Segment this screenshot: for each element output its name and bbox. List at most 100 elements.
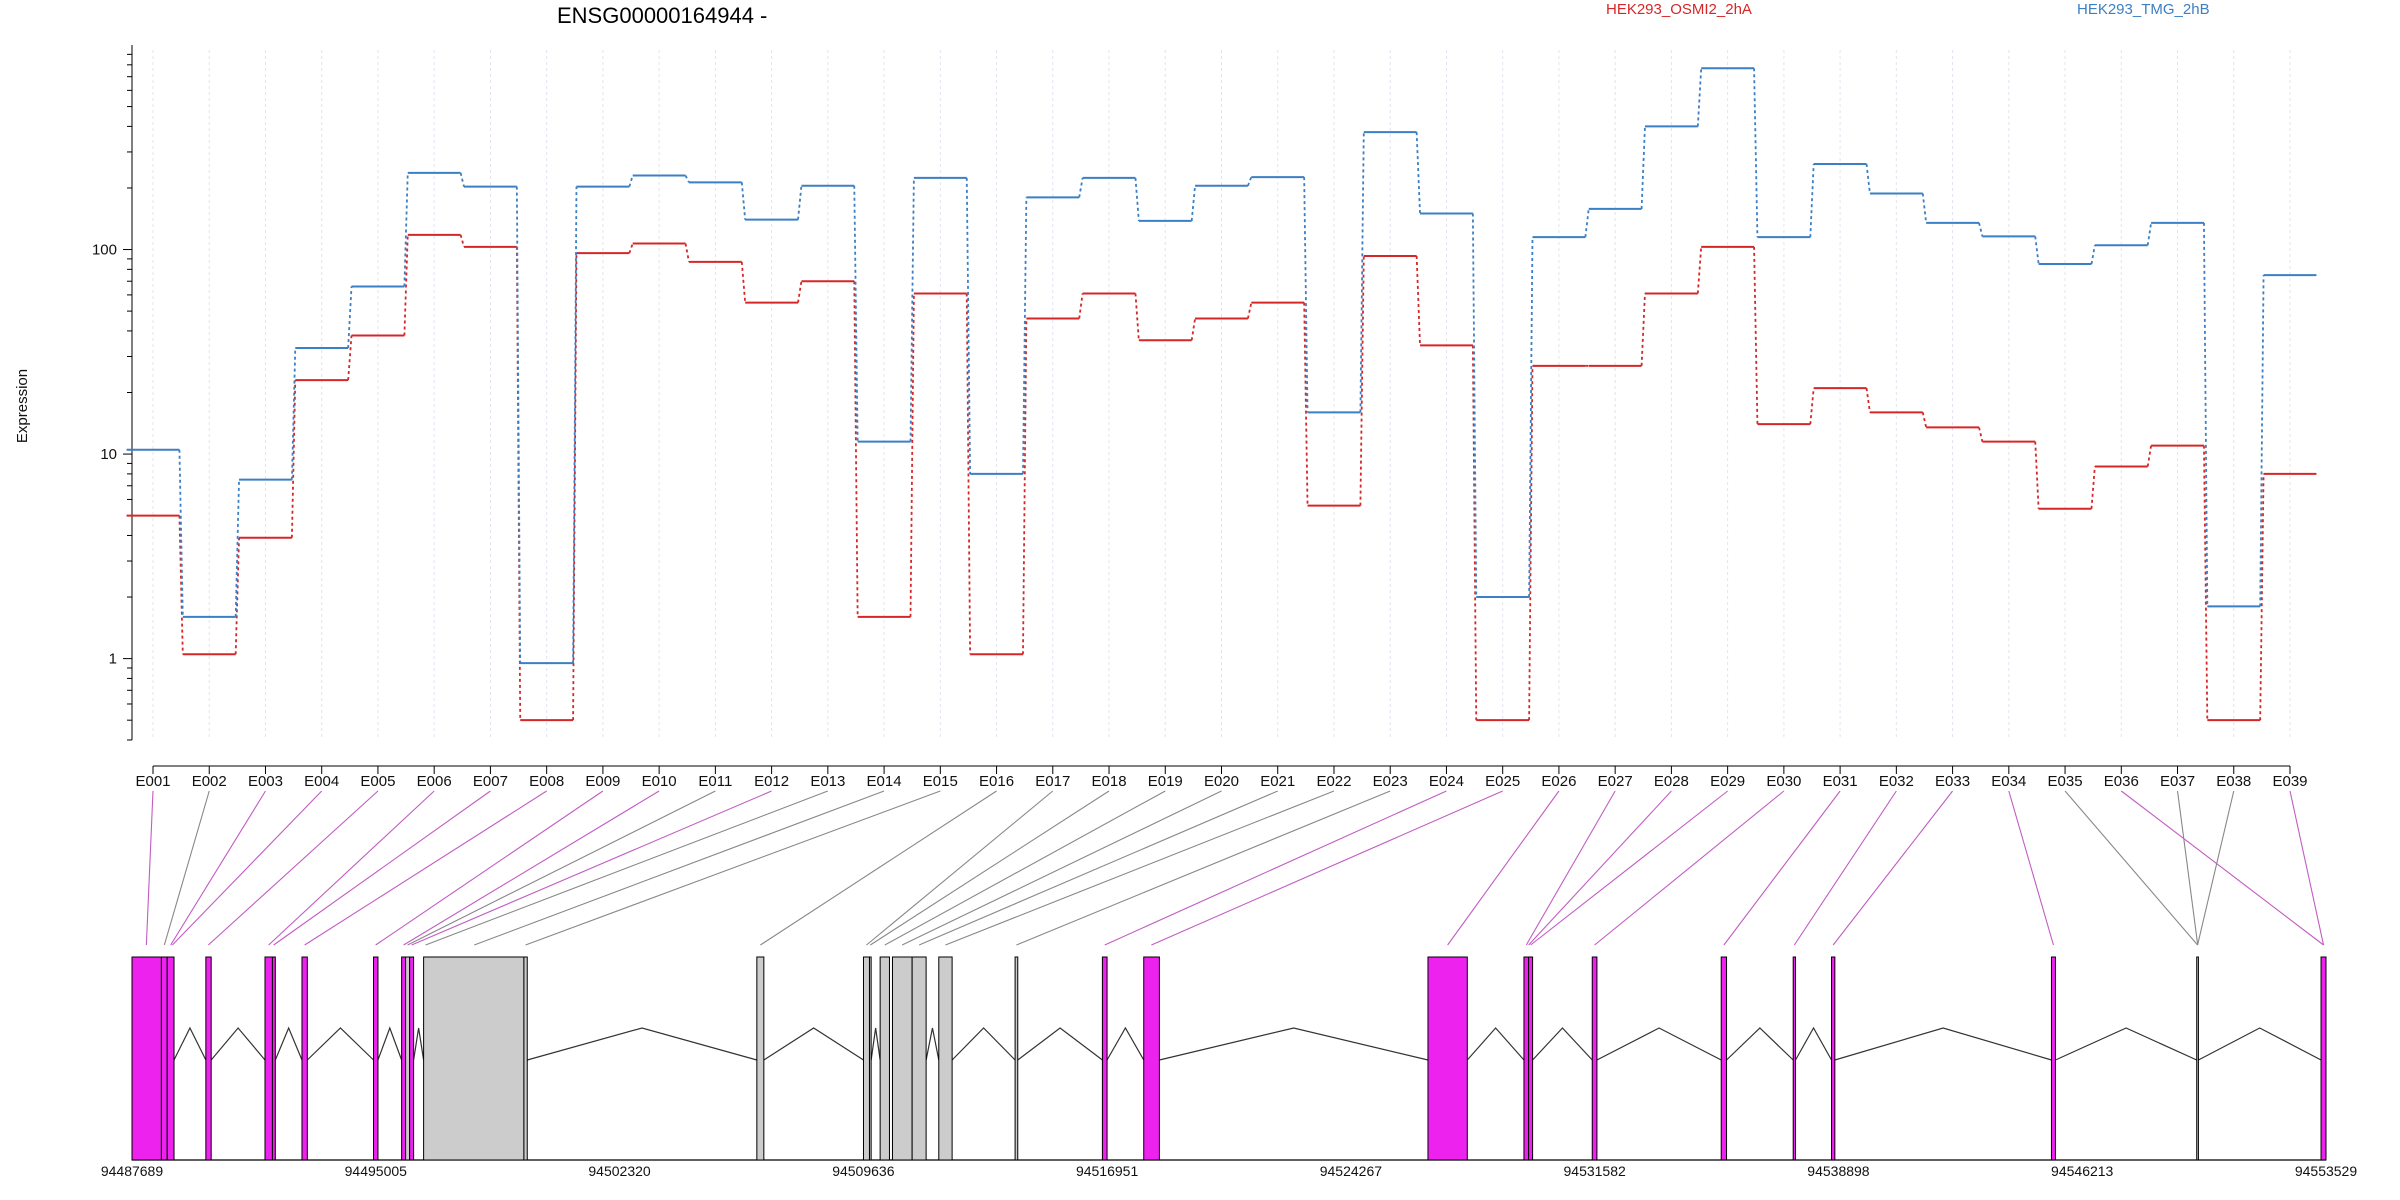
connector (1415, 132, 1421, 214)
exon-bin-label: E021 (1260, 773, 1295, 790)
exon-bin-label: E036 (2104, 773, 2139, 790)
connector (1978, 427, 1984, 442)
legend-series-b: HEK293_TMG_2hB (2077, 1, 2210, 18)
exon-block (166, 956, 175, 1161)
exon-block (2050, 956, 2056, 1161)
series-b (126, 67, 2317, 665)
coordinate-label: 94495005 (345, 1163, 408, 1179)
exon-block (409, 956, 415, 1161)
intron (1532, 1027, 1593, 1061)
exon-link (945, 790, 1335, 946)
exon-bin-label: E035 (2048, 773, 2083, 790)
connector (1921, 412, 1928, 428)
intron (1159, 1027, 1429, 1061)
exon-block (879, 956, 890, 1161)
y-tick-label: 10 (100, 446, 117, 463)
exon-bin-label: E017 (1035, 773, 1070, 790)
coordinate-label: 94509636 (832, 1163, 895, 1179)
coordinate-label: 94502320 (588, 1163, 651, 1179)
exon-link (403, 790, 660, 946)
intron (527, 1027, 758, 1061)
exon-block (264, 956, 273, 1161)
coordinate-label: 94546213 (2051, 1163, 2114, 1179)
connector (2203, 222, 2209, 607)
connector (2090, 245, 2096, 265)
exon-bin-label: E007 (473, 773, 508, 790)
exon-link (1528, 790, 1672, 946)
connector (1190, 318, 1196, 341)
exon-block (911, 956, 927, 1161)
connector (178, 515, 184, 655)
exon-bin-label: E038 (2216, 773, 2251, 790)
coordinate-label: 94516951 (1076, 1163, 1139, 1179)
intron (2055, 1027, 2197, 1061)
exon-link (2120, 790, 2324, 946)
exon-block (131, 956, 162, 1161)
intron (925, 1027, 940, 1061)
connector (909, 293, 915, 617)
exon-block (756, 956, 765, 1161)
intron (1466, 1027, 1525, 1061)
exon-link (1016, 790, 1391, 946)
exon-block (160, 956, 168, 1161)
connector (1865, 163, 1871, 194)
exon-block (2196, 956, 2199, 1161)
coordinate-label: 94531582 (1564, 1163, 1627, 1179)
exon-block (271, 956, 276, 1161)
exon-bin-label: E008 (529, 773, 564, 790)
exon-bin-label: E031 (1823, 773, 1858, 790)
exon-link (407, 790, 716, 946)
exon-block (1528, 956, 1534, 1161)
connector (853, 185, 859, 442)
exon-block (1792, 956, 1797, 1161)
exon-bin-label: E003 (248, 773, 283, 790)
exon-block (405, 956, 411, 1161)
exon-link (375, 790, 604, 946)
exon-block (1591, 956, 1598, 1161)
exon-block (862, 956, 870, 1161)
exon-link (207, 790, 379, 946)
exon-block (301, 956, 308, 1161)
exon-bin-label: E025 (1485, 773, 1520, 790)
exon-block (1720, 956, 1728, 1161)
exon-link (1530, 790, 1728, 946)
connector (2034, 441, 2040, 509)
exon-link (525, 790, 941, 946)
coordinate-label: 94553529 (2295, 1163, 2358, 1179)
connector (628, 175, 634, 187)
connector (1078, 177, 1084, 198)
exon-link (2197, 790, 2235, 946)
exon-link (411, 790, 772, 946)
exon-block (2320, 956, 2327, 1161)
connector (1865, 388, 1871, 413)
coordinate-label: 94538898 (1807, 1163, 1870, 1179)
connector (1753, 246, 1759, 425)
connector (347, 335, 353, 381)
intron (1106, 1026, 1145, 1061)
vertical-grid (152, 50, 2291, 740)
exon-bin-label: E016 (979, 773, 1014, 790)
exon-block (205, 956, 212, 1161)
exon-bin-label: E024 (1429, 773, 1464, 790)
intron (870, 1027, 881, 1061)
exon-link (1723, 790, 1841, 946)
chart-title: ENSG00000164944 - (557, 3, 767, 28)
exon-link (170, 790, 266, 946)
exon-link (474, 790, 885, 946)
intron (1726, 1027, 1794, 1061)
connector (797, 281, 803, 303)
exon-block (1427, 956, 1468, 1161)
exon-block (1523, 956, 1530, 1161)
connector (740, 182, 747, 220)
connector (291, 380, 297, 538)
exon-link (171, 790, 323, 946)
connector (1809, 388, 1815, 425)
exon-link (145, 790, 154, 946)
exon-link (304, 790, 547, 946)
connector (965, 293, 972, 655)
x-axis: E001 E002 E003 E004 E005 E006 E007 E008 E009 E010… (135, 765, 2308, 790)
connector (1415, 255, 1421, 346)
connector (1696, 246, 1703, 294)
connector (1921, 193, 1928, 223)
coordinate-label: 94524267 (1320, 1163, 1383, 1179)
